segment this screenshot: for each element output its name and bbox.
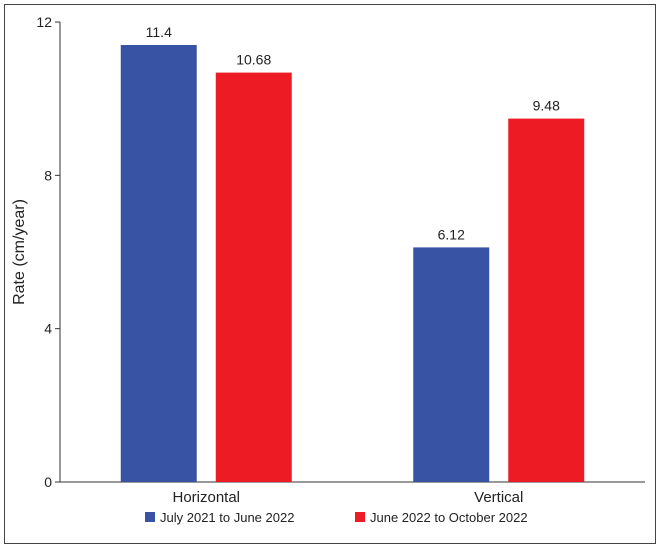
data-label: 9.48 (533, 98, 560, 114)
legend-label: June 2022 to October 2022 (370, 510, 528, 525)
x-category-label: Vertical (474, 489, 523, 506)
bar-series1-horizontal (120, 45, 197, 482)
data-label: 11.4 (146, 24, 172, 40)
y-axis-title: Rate (cm/year) (11, 199, 28, 305)
bar-chart: 0 4 8 12 Rate (cm/year) 11.4 10.68 Horizontal 6.… (11, 14, 645, 525)
bar-series2-horizontal (215, 72, 292, 482)
y-tick-label: 0 (44, 474, 52, 490)
y-tick-label: 4 (44, 321, 52, 337)
bar-series2-vertical (508, 118, 585, 482)
data-label: 6.12 (438, 226, 465, 242)
legend-label: July 2021 to June 2022 (160, 510, 294, 525)
bar-series1-vertical (413, 247, 490, 482)
y-tick-label: 8 (44, 167, 52, 183)
y-tick-label: 12 (36, 14, 52, 30)
x-category-label: Horizontal (172, 489, 240, 506)
data-label: 10.68 (236, 52, 271, 68)
legend-swatch (355, 512, 365, 522)
chart-frame: 0 4 8 12 Rate (cm/year) 11.4 10.68 Horizontal 6.… (4, 4, 656, 544)
legend-swatch (145, 512, 155, 522)
